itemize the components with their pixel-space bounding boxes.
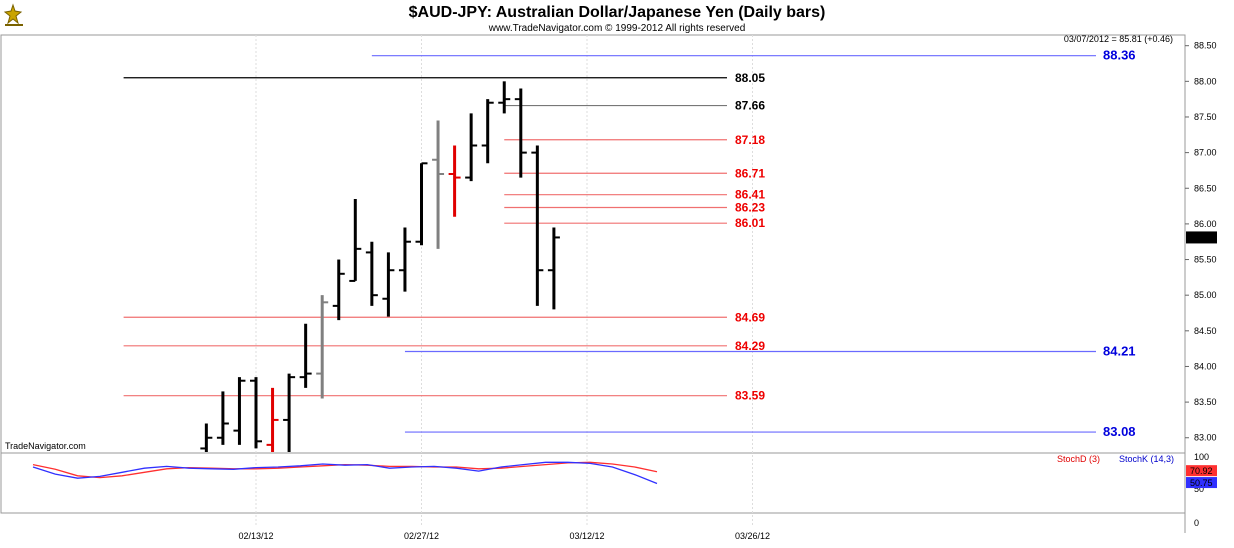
last-price-label: 85.81 [1190, 232, 1213, 242]
ohlc-bar [481, 99, 494, 164]
stoch-k-value-box [1186, 477, 1217, 489]
ohlc-bar [299, 323, 312, 388]
level-label: 86.71 [735, 166, 765, 180]
date-tick-label: 03/12/12 [569, 531, 604, 541]
ohlc-bar [365, 241, 378, 306]
ohlc-bar [514, 88, 527, 178]
price-tick-label: 83.50 [1194, 397, 1217, 407]
price-tick-label: 87.50 [1194, 112, 1217, 122]
price-tick-label: 86.00 [1194, 219, 1217, 229]
ohlc-bar [216, 391, 229, 445]
price-tick-label: 85.00 [1194, 290, 1217, 300]
date-tick-label: 03/26/12 [735, 531, 770, 541]
price-tick-label: 83.00 [1194, 433, 1217, 443]
date-tick-label: 02/27/12 [404, 531, 439, 541]
ohlc-bar [200, 423, 213, 452]
price-tick-label: 85.50 [1194, 255, 1217, 265]
ohlc-bar [498, 81, 511, 114]
price-tick-label: 87.00 [1194, 148, 1217, 158]
stoch-tick-label: 100 [1194, 452, 1209, 462]
logo-icon [3, 3, 23, 26]
date-tick-label: 02/13/12 [238, 531, 273, 541]
ohlc-bar [250, 377, 262, 449]
level-label: 84.29 [735, 339, 765, 353]
stoch-k-label: StochK (14,3) [1119, 454, 1174, 464]
copyright-text: www.TradeNavigator.com © 1999-2012 All r… [488, 23, 746, 34]
level-label: 88.36 [1103, 48, 1136, 63]
stoch-k-value-label: 50.75 [1190, 478, 1213, 488]
stoch-d-value-label: 70.92 [1190, 466, 1213, 476]
ohlc-bar [332, 259, 345, 321]
ohlc-bar [283, 373, 296, 452]
price-tick-label: 84.50 [1194, 326, 1217, 336]
ohlc-bar [266, 387, 279, 452]
chart-title: $AUD-JPY: Australian Dollar/Japanese Yen… [409, 4, 826, 21]
level-label: 84.69 [735, 310, 765, 324]
ohlc-bar [448, 145, 461, 217]
price-tick-label: 88.00 [1194, 76, 1217, 86]
ohlc-bar [233, 377, 246, 445]
price-tick-label: 88.50 [1194, 41, 1217, 51]
ohlc-bar [531, 145, 544, 306]
ohlc-bar [316, 295, 329, 399]
level-label: 84.21 [1103, 343, 1136, 358]
price-tick-label: 84.00 [1194, 361, 1217, 371]
watermark-text: TradeNavigator.com [5, 441, 86, 451]
ohlc-bar [465, 113, 478, 182]
last-price-box [1186, 231, 1217, 244]
level-label: 83.59 [735, 389, 765, 403]
stoch-tick-label: 50 [1194, 484, 1204, 494]
ohlc-bar [432, 120, 445, 249]
stoch-d-value-box [1186, 465, 1217, 477]
stoch-d-label: StochD (3) [1057, 454, 1100, 464]
level-label: 86.01 [735, 216, 765, 230]
plot-frame [0, 34, 1186, 514]
ohlc-bar [398, 227, 411, 292]
ohlc-bar [382, 252, 395, 317]
ohlc-bar [547, 227, 560, 310]
stoch-k-line [32, 461, 658, 485]
level-label: 87.18 [735, 133, 765, 147]
level-label: 83.08 [1103, 424, 1136, 439]
level-label: 86.23 [735, 201, 765, 215]
level-label: 86.41 [735, 188, 765, 202]
ohlc-bar [415, 162, 428, 246]
price-tick-label: 86.50 [1194, 183, 1217, 193]
level-label: 88.05 [735, 71, 765, 85]
stoch-tick-label: 0 [1194, 518, 1199, 528]
quote-readout: 03/07/2012 = 85.81 (+0.46) [1064, 34, 1173, 44]
ohlc-bar [349, 198, 362, 282]
level-label: 87.66 [735, 99, 765, 113]
